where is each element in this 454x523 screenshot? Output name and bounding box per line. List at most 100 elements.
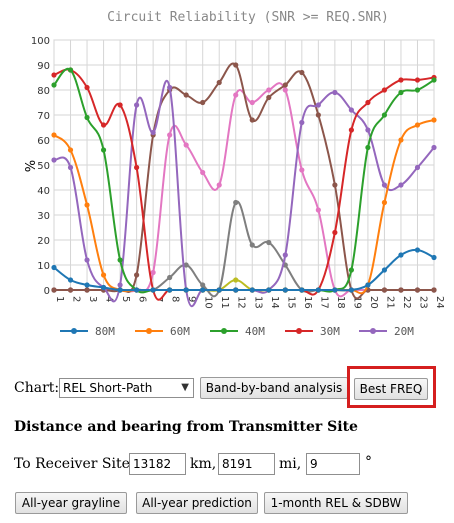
data-point-17m — [299, 69, 305, 76]
data-point-30m — [332, 229, 338, 236]
data-point-17m — [249, 117, 255, 123]
data-point-17m — [200, 99, 206, 106]
data-point-80m — [266, 287, 272, 293]
data-point-12m — [183, 262, 189, 268]
data-point-30m — [348, 127, 354, 133]
data-point-30m — [117, 102, 123, 108]
chart-label: Chart: — [14, 380, 60, 396]
data-point-17m — [398, 287, 404, 293]
data-point-40m — [431, 77, 437, 83]
x-tick-label: 5 — [120, 296, 131, 302]
data-point-80m — [67, 277, 74, 283]
data-point-60m — [51, 132, 57, 138]
data-point-12m — [167, 274, 173, 281]
x-tick-label: 24 — [434, 296, 445, 309]
y-axis-label: % — [21, 160, 36, 172]
y-tick-label: 50 — [37, 161, 50, 172]
data-point-80m — [51, 264, 57, 271]
all-year-prediction-button[interactable]: All-year prediction — [136, 492, 258, 514]
legend-label-80m: 80M — [95, 325, 115, 338]
x-tick-label: 9 — [186, 296, 197, 302]
data-point-40m — [67, 67, 74, 73]
data-point-17m — [414, 287, 421, 293]
km-input[interactable]: 13182 — [129, 453, 186, 475]
data-point-60m — [84, 202, 90, 208]
legend-marker-40m — [221, 328, 227, 334]
data-point-15m — [216, 182, 222, 188]
x-tick-label: 3 — [87, 296, 98, 302]
data-point-20m — [414, 164, 421, 171]
data-point-17m — [332, 182, 338, 188]
receiver-site-label: To Receiver Site: — [14, 456, 135, 472]
data-point-17m — [84, 287, 90, 293]
data-point-40m — [365, 144, 371, 151]
data-point-60m — [67, 147, 74, 153]
data-point-30m — [381, 87, 388, 93]
data-point-17m — [233, 62, 239, 68]
x-tick-label: 15 — [285, 296, 296, 309]
data-point-15m — [282, 87, 288, 93]
data-point-80m — [100, 284, 107, 291]
data-point-40m — [414, 87, 421, 93]
mi-input[interactable]: 8191 — [218, 453, 275, 475]
data-point-17m — [431, 287, 437, 293]
series-line-12m — [54, 200, 434, 298]
data-point-20m — [167, 84, 173, 91]
data-point-17m — [381, 287, 388, 293]
data-point-40m — [348, 267, 354, 273]
data-point-17m — [183, 92, 189, 98]
data-point-12m — [266, 239, 272, 246]
data-point-17m — [51, 287, 57, 293]
data-point-80m — [398, 252, 404, 258]
data-point-80m — [315, 287, 321, 293]
data-point-80m — [249, 287, 255, 293]
data-point-20m — [282, 252, 288, 258]
data-point-30m — [134, 164, 140, 171]
data-point-17m — [216, 79, 222, 86]
data-point-15m — [200, 169, 206, 176]
x-tick-label: 18 — [335, 296, 346, 309]
data-point-20m — [332, 89, 338, 96]
data-point-40m — [117, 257, 123, 263]
data-point-60m — [431, 117, 437, 123]
data-point-40m — [84, 114, 90, 121]
series-line-40m — [53, 67, 435, 294]
data-point-17m — [266, 94, 272, 101]
bearing-input[interactable]: 9 — [306, 453, 360, 475]
best-freq-button[interactable]: Best FREQ — [354, 378, 428, 400]
data-point-20m — [431, 144, 437, 151]
x-tick-label: 22 — [401, 296, 412, 309]
data-point-80m — [414, 247, 421, 253]
x-tick-label: 10 — [203, 296, 214, 309]
data-point-80m — [365, 282, 371, 288]
data-point-30m — [365, 99, 371, 106]
x-tick-label: 11 — [219, 296, 230, 309]
x-tick-label: 21 — [384, 296, 395, 309]
data-point-60m — [398, 137, 404, 143]
data-point-80m — [431, 254, 437, 261]
y-tick-label: 10 — [37, 261, 50, 272]
data-point-20m — [365, 127, 371, 133]
data-point-15m — [167, 132, 173, 138]
data-point-80m — [167, 287, 173, 293]
data-point-20m — [348, 107, 354, 113]
data-point-80m — [216, 287, 222, 293]
legend-marker-20m — [370, 328, 376, 334]
x-tick-label: 12 — [236, 296, 247, 309]
band-by-band-button[interactable]: Band-by-band analysis — [200, 377, 348, 399]
all-year-grayline-button[interactable]: All-year grayline — [15, 492, 127, 514]
data-point-20m — [117, 282, 123, 288]
data-point-30m — [84, 84, 90, 91]
x-tick-label: 8 — [170, 296, 181, 302]
one-month-rel-sdbw-button[interactable]: 1-month REL & SDBW — [264, 492, 408, 514]
legend-marker-80m — [71, 328, 77, 334]
data-point-40m — [381, 112, 388, 118]
data-point-17m — [67, 287, 74, 293]
data-point-80m — [117, 287, 123, 293]
series-line-60m — [53, 119, 435, 295]
x-tick-label: 13 — [252, 296, 263, 309]
chart-type-select[interactable]: REL Short-Path ▼ — [59, 378, 194, 398]
y-tick-label: 70 — [37, 111, 50, 122]
series-line-17m — [54, 62, 434, 300]
data-point-80m — [200, 287, 206, 293]
